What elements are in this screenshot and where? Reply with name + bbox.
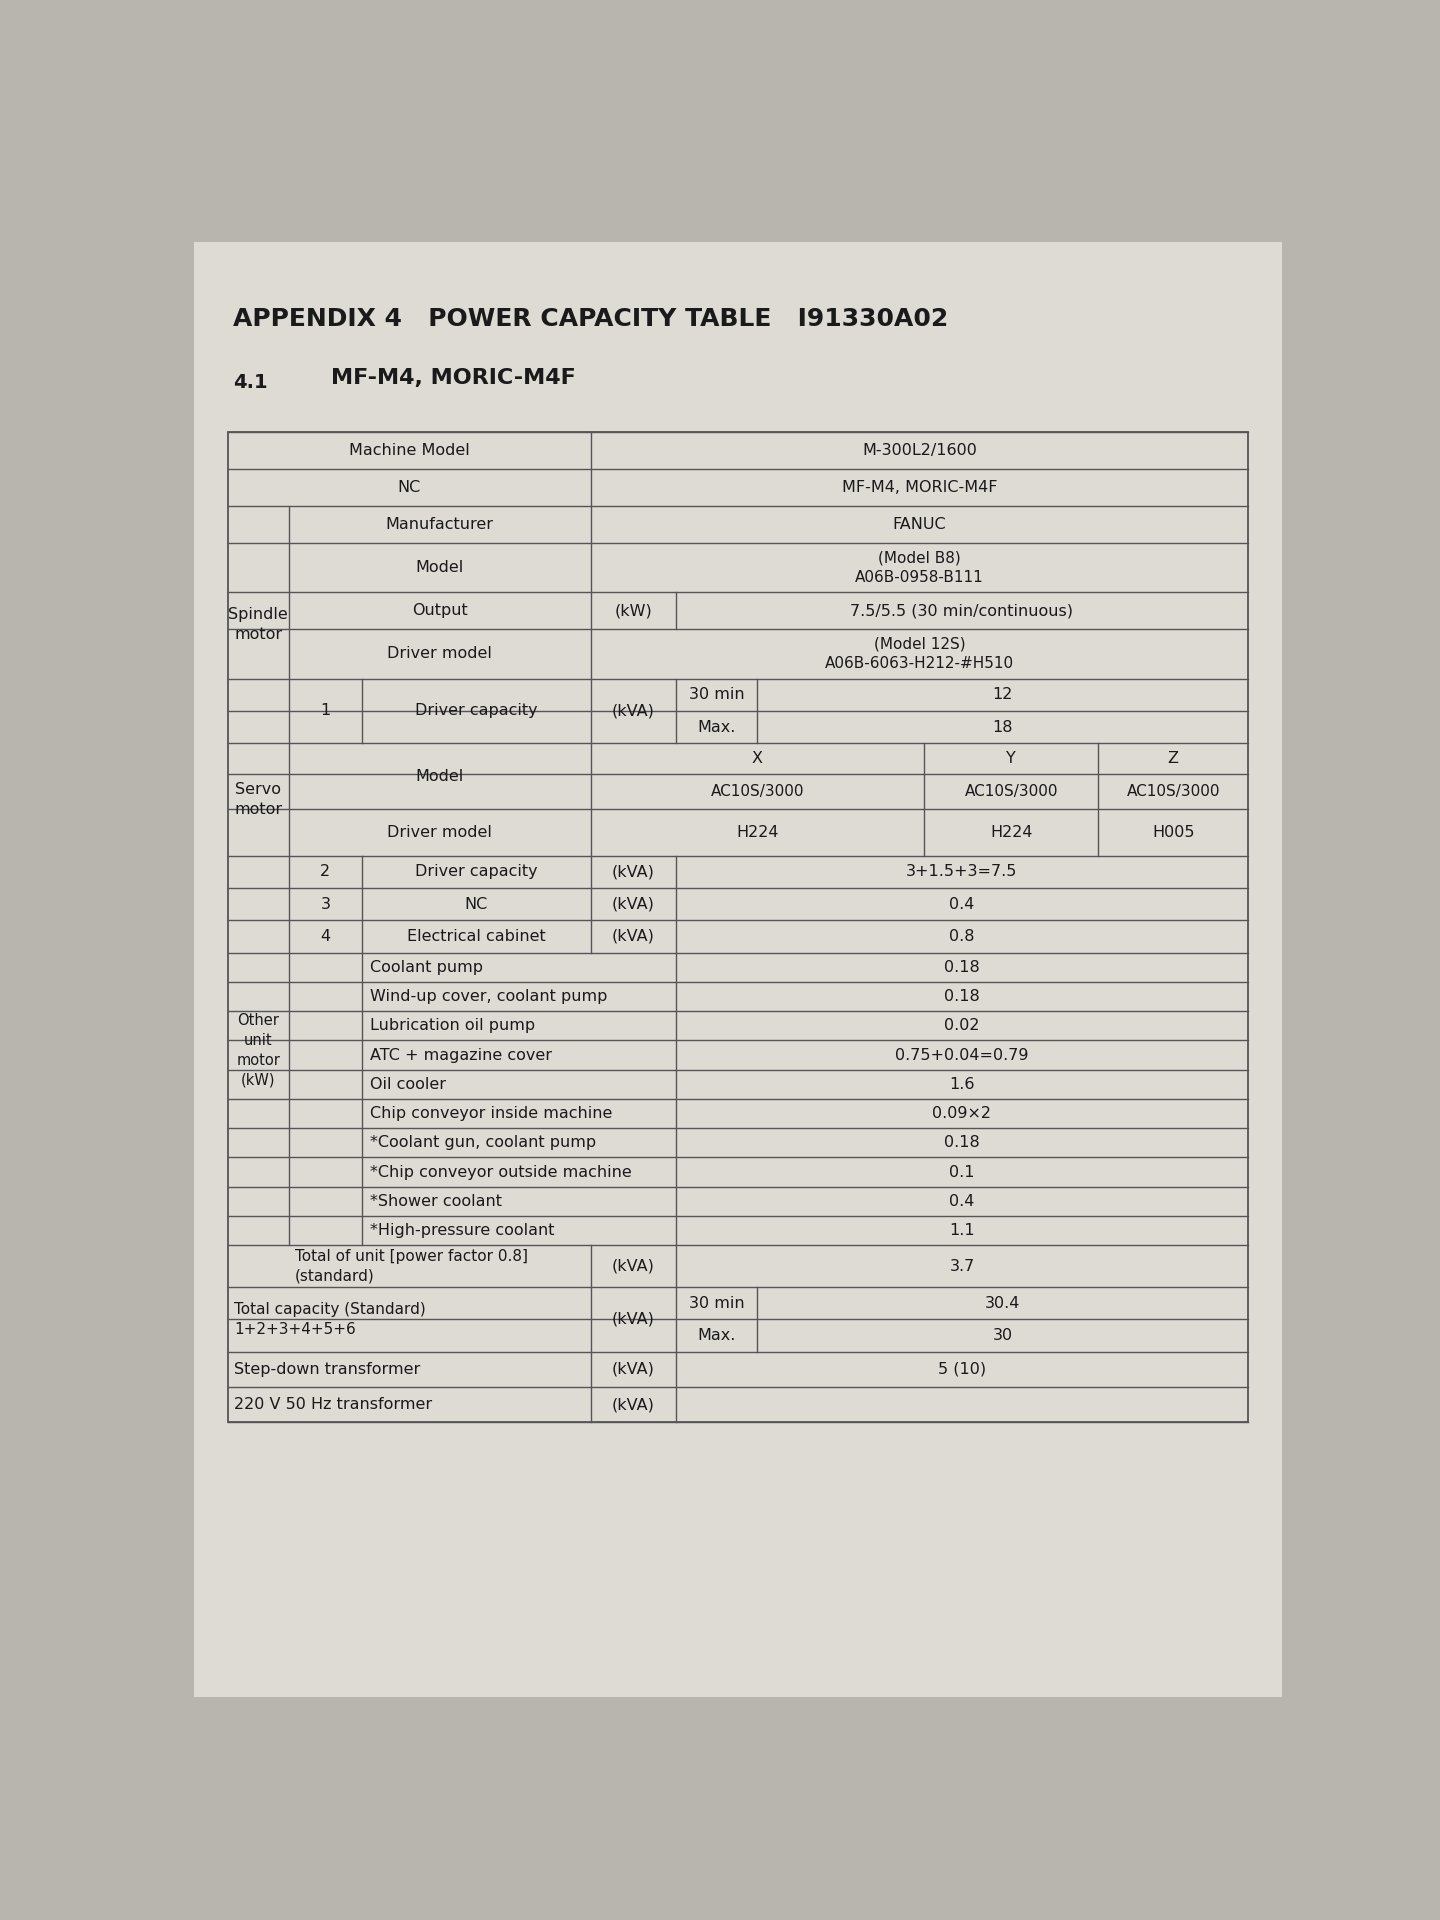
Text: Electrical cabinet: Electrical cabinet (408, 929, 546, 945)
Text: M-300L2/1600: M-300L2/1600 (863, 444, 976, 459)
Text: Other
unit
motor
(kW): Other unit motor (kW) (236, 1014, 281, 1087)
Text: 0.18: 0.18 (945, 989, 979, 1004)
Text: 18: 18 (992, 720, 1012, 735)
Text: ATC + magazine cover: ATC + magazine cover (370, 1048, 552, 1062)
Text: Manufacturer: Manufacturer (386, 516, 494, 532)
Text: Max.: Max. (697, 720, 736, 735)
Text: H224: H224 (989, 826, 1032, 841)
Text: Driver model: Driver model (387, 826, 492, 841)
Text: 3+1.5+3=7.5: 3+1.5+3=7.5 (906, 864, 1018, 879)
Text: Z: Z (1168, 751, 1179, 766)
Text: NC: NC (397, 480, 420, 495)
Text: Step-down transformer: Step-down transformer (235, 1361, 420, 1377)
Text: *Coolant gun, coolant pump: *Coolant gun, coolant pump (370, 1135, 596, 1150)
Text: 0.02: 0.02 (945, 1018, 979, 1033)
Text: 30.4: 30.4 (985, 1296, 1021, 1311)
Text: H005: H005 (1152, 826, 1194, 841)
Text: Output: Output (412, 603, 468, 618)
Text: 4: 4 (320, 929, 330, 945)
Text: 1.6: 1.6 (949, 1077, 975, 1092)
Text: AC10S/3000: AC10S/3000 (710, 783, 804, 799)
Text: 30: 30 (992, 1329, 1012, 1342)
Text: H224: H224 (736, 826, 779, 841)
Text: 3.7: 3.7 (949, 1258, 975, 1273)
Text: 1: 1 (320, 703, 330, 718)
Text: X: X (752, 751, 763, 766)
Text: Lubrication oil pump: Lubrication oil pump (370, 1018, 536, 1033)
Text: *Shower coolant: *Shower coolant (370, 1194, 503, 1210)
Text: Total capacity (Standard)
1+2+3+4+5+6: Total capacity (Standard) 1+2+3+4+5+6 (235, 1302, 426, 1336)
Text: *Chip conveyor outside machine: *Chip conveyor outside machine (370, 1165, 632, 1179)
Text: 4.1: 4.1 (233, 372, 268, 392)
Text: (kVA): (kVA) (612, 864, 655, 879)
Text: 0.75+0.04=0.79: 0.75+0.04=0.79 (896, 1048, 1028, 1062)
Text: 0.4: 0.4 (949, 1194, 975, 1210)
Text: AC10S/3000: AC10S/3000 (965, 783, 1058, 799)
Text: AC10S/3000: AC10S/3000 (1126, 783, 1220, 799)
Text: 0.09×2: 0.09×2 (933, 1106, 992, 1121)
Text: *High-pressure coolant: *High-pressure coolant (370, 1223, 554, 1238)
Text: 7.5/5.5 (30 min/continuous): 7.5/5.5 (30 min/continuous) (851, 603, 1073, 618)
Text: (kVA): (kVA) (612, 1311, 655, 1327)
Text: Model: Model (416, 561, 464, 576)
Text: MF-M4, MORIC-M4F: MF-M4, MORIC-M4F (331, 369, 576, 388)
Text: 30 min: 30 min (688, 1296, 744, 1311)
Text: (kVA): (kVA) (612, 1258, 655, 1273)
Text: 3: 3 (320, 897, 330, 912)
Text: (kVA): (kVA) (612, 929, 655, 945)
Text: (kVA): (kVA) (612, 897, 655, 912)
Text: Model: Model (416, 768, 464, 783)
Text: Driver capacity: Driver capacity (415, 864, 537, 879)
Text: MF-M4, MORIC-M4F: MF-M4, MORIC-M4F (841, 480, 996, 495)
Text: Machine Model: Machine Model (348, 444, 469, 459)
Text: 5 (10): 5 (10) (937, 1361, 986, 1377)
Text: 12: 12 (992, 687, 1012, 703)
Text: Coolant pump: Coolant pump (370, 960, 482, 975)
Text: 0.1: 0.1 (949, 1165, 975, 1179)
Text: Chip conveyor inside machine: Chip conveyor inside machine (370, 1106, 612, 1121)
Text: 2: 2 (320, 864, 330, 879)
Text: (kVA): (kVA) (612, 1361, 655, 1377)
Text: Y: Y (1007, 751, 1017, 766)
Text: (Model B8)
A06B-0958-B111: (Model B8) A06B-0958-B111 (855, 551, 984, 586)
Text: Max.: Max. (697, 1329, 736, 1342)
Text: 30 min: 30 min (688, 687, 744, 703)
Text: Driver model: Driver model (387, 647, 492, 660)
Text: Total of unit [power factor 0.8]
(standard): Total of unit [power factor 0.8] (standa… (295, 1248, 527, 1283)
Text: 0.8: 0.8 (949, 929, 975, 945)
Text: (kW): (kW) (615, 603, 652, 618)
Text: 0.18: 0.18 (945, 1135, 979, 1150)
Text: (kVA): (kVA) (612, 1398, 655, 1411)
Text: Oil cooler: Oil cooler (370, 1077, 446, 1092)
Text: APPENDIX 4   POWER CAPACITY TABLE   I91330A02: APPENDIX 4 POWER CAPACITY TABLE I91330A0… (233, 307, 948, 330)
Text: FANUC: FANUC (893, 516, 946, 532)
Text: (kVA): (kVA) (612, 703, 655, 718)
Text: Driver capacity: Driver capacity (415, 703, 537, 718)
Text: Spindle
motor: Spindle motor (229, 607, 288, 641)
Text: 0.18: 0.18 (945, 960, 979, 975)
Bar (228, 432, 1248, 1423)
Text: Wind-up cover, coolant pump: Wind-up cover, coolant pump (370, 989, 608, 1004)
Text: 1.1: 1.1 (949, 1223, 975, 1238)
Text: Servo
motor: Servo motor (235, 781, 282, 816)
Text: NC: NC (465, 897, 488, 912)
Text: 220 V 50 Hz transformer: 220 V 50 Hz transformer (235, 1398, 432, 1411)
Text: 0.4: 0.4 (949, 897, 975, 912)
Text: (Model 12S)
A06B-6063-H212-#H510: (Model 12S) A06B-6063-H212-#H510 (825, 637, 1014, 672)
